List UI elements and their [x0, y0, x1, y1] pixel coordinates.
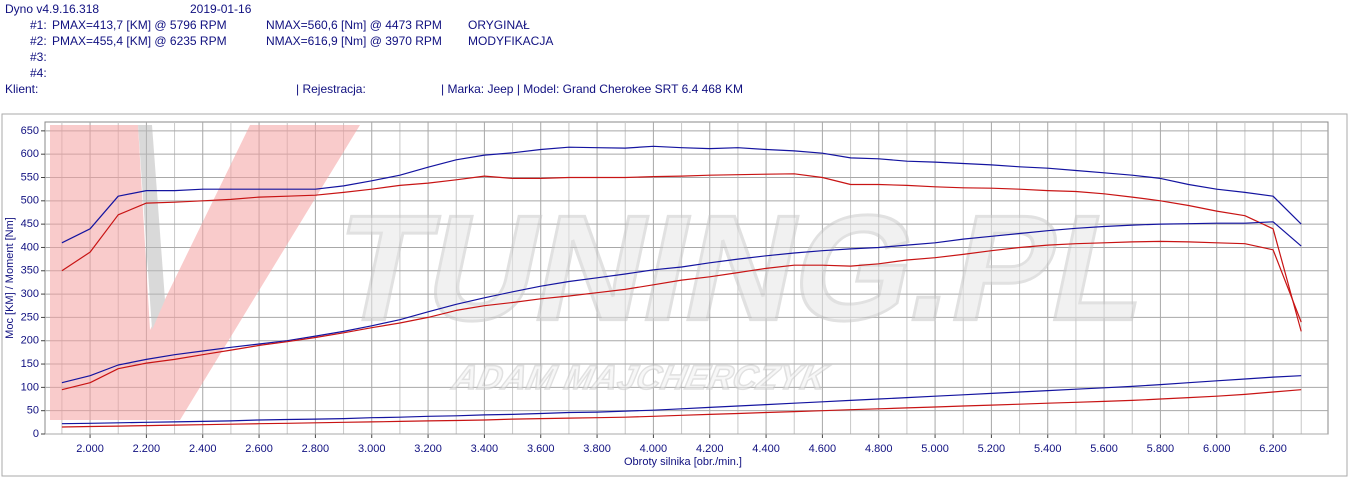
series-line — [61, 221, 1302, 384]
watermark-v-shade — [138, 125, 165, 330]
x-tick-label: 4.200 — [696, 443, 724, 455]
x-tick-label: 5.800 — [1147, 443, 1175, 455]
x-tick-label: 5.600 — [1090, 443, 1118, 455]
run-label: ORYGINAŁ — [468, 18, 530, 32]
series-line — [61, 173, 1302, 332]
y-tick-label: 400 — [21, 241, 39, 253]
x-tick-label: 4.600 — [809, 443, 837, 455]
y-tick-label: 300 — [21, 288, 39, 300]
plot — [61, 145, 1302, 428]
x-tick-label: 2.600 — [245, 443, 273, 455]
y-tick-label: 250 — [21, 311, 39, 323]
run-id: #4: — [30, 66, 47, 80]
series-line — [61, 375, 1302, 425]
run-label: MODYFIKACJA — [468, 34, 553, 48]
y-tick-label: 350 — [21, 265, 39, 277]
watermark-tagline: ADAM MAJCHERCZYK — [449, 359, 832, 397]
y-tick-label: 650 — [21, 125, 39, 137]
x-tick-label: 6.000 — [1203, 443, 1231, 455]
x-tick-label: 6.200 — [1259, 443, 1287, 455]
x-tick-label: 3.800 — [583, 443, 611, 455]
run-nmax: NMAX=560,6 [Nm] @ 4473 RPM — [266, 18, 442, 32]
date: 2019-01-16 — [190, 2, 252, 16]
x-tick-label: 4.400 — [752, 443, 780, 455]
x-tick-label: 5.200 — [978, 443, 1006, 455]
series-line — [61, 240, 1302, 391]
y-axis-label: Moc [KM] / Moment [Nm] — [4, 217, 16, 339]
y-tick-label: 200 — [21, 335, 39, 347]
app-version: Dyno v4.9.16.318 — [5, 2, 99, 16]
series-line — [61, 389, 1302, 428]
y-tick-label: 500 — [21, 195, 39, 207]
x-tick-label: 3.000 — [358, 443, 386, 455]
watermark-logo: TUNING.PL — [321, 185, 1165, 352]
x-tick-label: 4.000 — [640, 443, 668, 455]
y-tick-label: 550 — [21, 171, 39, 183]
vehicle: | Marka: Jeep | Model: Grand Cherokee SR… — [441, 82, 743, 96]
y-tick-label: 0 — [33, 428, 39, 440]
x-tick-label: 5.000 — [921, 443, 949, 455]
series-line — [61, 145, 1302, 244]
run-nmax: NMAX=616,9 [Nm] @ 3970 RPM — [266, 34, 442, 48]
run-pmax: PMAX=455,4 [KM] @ 6235 RPM — [52, 34, 227, 48]
client: Klient: — [5, 82, 38, 96]
x-tick-label: 2.200 — [133, 443, 161, 455]
x-tick-label: 3.600 — [527, 443, 555, 455]
y-tick-label: 100 — [21, 381, 39, 393]
run-id: #2: — [30, 34, 47, 48]
x-tick-label: 2.000 — [76, 443, 104, 455]
y-tick-label: 600 — [21, 148, 39, 160]
registration: | Rejestracja: — [296, 82, 366, 96]
x-tick-label: 3.200 — [414, 443, 442, 455]
x-tick-label: 5.400 — [1034, 443, 1062, 455]
x-tick-label: 3.400 — [471, 443, 499, 455]
y-tick-label: 450 — [21, 218, 39, 230]
run-id: #1: — [30, 18, 47, 32]
y-tick-label: 50 — [27, 405, 39, 417]
x-axis-label: Obroty silnika [obr./min.] — [624, 456, 742, 468]
y-tick-label: 150 — [21, 358, 39, 370]
x-tick-label: 4.800 — [865, 443, 893, 455]
run-pmax: PMAX=413,7 [KM] @ 5796 RPM — [52, 18, 227, 32]
watermark: TUNING.PL ADAM MAJCHERCZYK — [50, 125, 1166, 420]
x-tick-label: 2.400 — [189, 443, 217, 455]
run-id: #3: — [30, 50, 47, 64]
watermark-v — [50, 125, 360, 420]
x-tick-label: 2.800 — [302, 443, 330, 455]
